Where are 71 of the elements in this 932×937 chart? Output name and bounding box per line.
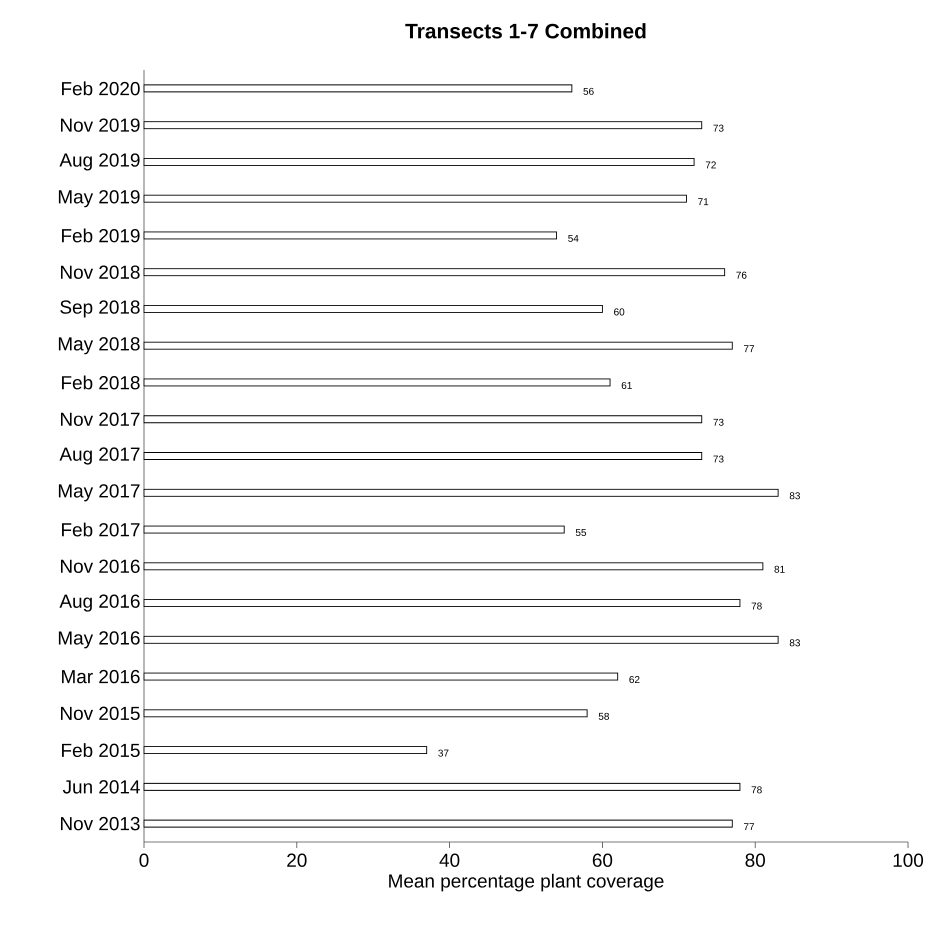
data-label: 83 xyxy=(790,639,800,646)
x-axis-title: Mean percentage plant coverage xyxy=(389,874,664,892)
bar xyxy=(144,526,565,534)
data-label: 73 xyxy=(713,124,724,132)
x-tick-label: 20 xyxy=(287,854,307,867)
chart-title: Transects 1-7 Combined xyxy=(405,23,646,38)
y-tick-label: Mar 2016 xyxy=(62,670,140,684)
bar xyxy=(144,194,687,203)
data-label: 71 xyxy=(698,198,708,206)
data-label: 72 xyxy=(706,161,716,168)
bar xyxy=(144,782,740,791)
data-label: 37 xyxy=(438,750,448,757)
data-label: 76 xyxy=(736,272,746,279)
y-tick-label: Sep 2018 xyxy=(60,300,140,318)
data-label: 78 xyxy=(752,602,762,610)
y-tick-label: Feb 2015 xyxy=(62,743,140,758)
y-tick-label: Nov 2019 xyxy=(60,118,140,132)
y-tick-label: Aug 2016 xyxy=(59,594,140,612)
data-label: 60 xyxy=(614,308,624,316)
data-label: 77 xyxy=(744,345,754,352)
data-label: 55 xyxy=(576,529,586,536)
data-label: 81 xyxy=(774,566,785,573)
bar xyxy=(144,121,702,130)
y-tick-label: Aug 2017 xyxy=(59,447,140,465)
y-tick-label: Nov 2017 xyxy=(60,412,140,426)
bar xyxy=(144,636,779,644)
y-tick-label: Aug 2019 xyxy=(59,153,140,170)
bar xyxy=(144,415,702,424)
bar xyxy=(144,709,588,718)
data-label: 54 xyxy=(568,234,579,242)
bar xyxy=(144,672,618,681)
data-label: 83 xyxy=(790,492,800,500)
bar xyxy=(144,746,428,754)
data-label: 73 xyxy=(713,455,724,463)
bar xyxy=(144,231,558,240)
bar xyxy=(144,820,733,828)
y-tick-label: May 2018 xyxy=(58,337,140,354)
data-label: 78 xyxy=(752,786,762,794)
bar xyxy=(144,342,733,350)
bar xyxy=(144,452,702,460)
x-tick-label: 80 xyxy=(746,854,765,867)
data-label: 58 xyxy=(598,712,609,720)
y-tick-label: May 2017 xyxy=(58,484,140,502)
y-tick-label: Nov 2016 xyxy=(60,560,140,573)
bar xyxy=(144,268,726,276)
y-tick-label: Feb 2017 xyxy=(62,522,140,536)
bar xyxy=(144,599,740,608)
bar xyxy=(144,305,603,313)
x-tick-label: 40 xyxy=(440,854,460,867)
x-tick-label: 60 xyxy=(592,854,612,867)
data-label: 56 xyxy=(583,88,594,95)
y-tick-label: Jun 2014 xyxy=(62,780,140,794)
y-tick-label: May 2019 xyxy=(58,190,140,208)
x-tick-label: 100 xyxy=(894,854,924,867)
bar xyxy=(144,158,695,166)
bar xyxy=(144,84,572,92)
data-label: 73 xyxy=(713,418,724,426)
y-tick-label: Feb 2019 xyxy=(62,228,140,242)
bar xyxy=(144,378,610,386)
data-label: 77 xyxy=(744,823,754,830)
bar xyxy=(144,488,779,497)
y-tick-label: Feb 2018 xyxy=(62,376,140,390)
data-label: 61 xyxy=(622,382,632,390)
data-label: 62 xyxy=(629,676,640,684)
y-tick-label: Nov 2015 xyxy=(60,706,140,720)
bar xyxy=(144,562,764,570)
y-tick-label: May 2016 xyxy=(58,631,140,648)
y-tick-label: Nov 2018 xyxy=(60,265,140,279)
y-tick-label: Nov 2013 xyxy=(60,816,140,830)
y-tick-label: Feb 2020 xyxy=(62,81,140,96)
x-tick-label: 0 xyxy=(139,854,149,867)
